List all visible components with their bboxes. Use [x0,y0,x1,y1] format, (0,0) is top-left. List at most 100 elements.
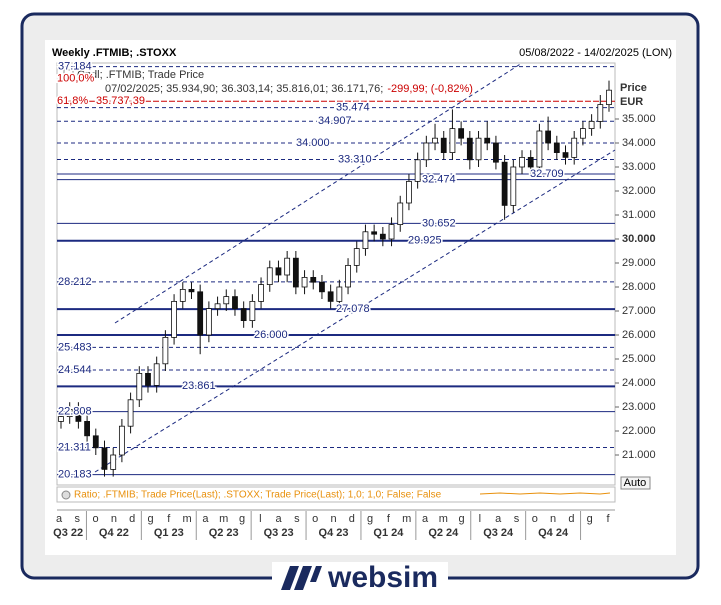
date-range: 05/08/2022 - 14/02/2025 (LON) [519,47,672,59]
candle-body [475,137,482,161]
x-tick-label: m [219,513,228,525]
level-label: 27.078 [336,303,370,315]
x-tick-label: f [606,513,610,525]
auto-label[interactable]: Auto [624,477,647,489]
candle-body [66,408,73,417]
candle-body [510,166,517,206]
candle-body [501,161,508,206]
level-label: 26.000 [254,329,288,341]
ratio-icon [61,490,71,500]
x-tick-label: d [129,513,135,525]
auto-button[interactable] [620,476,651,490]
legend-icon [63,69,74,80]
x-tick-label: g [147,513,153,525]
candle-body [292,257,299,288]
candle-body [371,231,378,235]
candle-body [449,128,456,153]
candle-body [353,248,360,266]
ratio-line [479,492,611,495]
quarter-label: Q3 23 [264,527,294,539]
level-label: 34.907 [318,115,352,127]
level-label: 37.184 [58,60,92,72]
level-label: 33.310 [338,153,372,165]
candle-body [519,156,525,168]
fib-label: 61,8% [57,95,88,107]
quarter-label: Q4 24 [538,527,569,539]
x-tick-label: g [239,513,245,525]
x-tick-label: n [330,513,336,525]
quarter-label: Q4 22 [99,527,129,539]
x-tick-label: g [587,513,593,525]
y-axis-unit: EUR [620,96,643,108]
x-tick-label: g [459,513,465,525]
x-tick-label: a [276,513,283,525]
legend-change: -299,99; (-0,82%) [387,83,473,95]
candle-body [266,267,273,285]
legend-last: 07/02/2025; 35.934,90; 36.303,14; 35.816… [105,83,473,95]
candle-body [275,267,282,276]
candle-body [458,128,465,139]
candle-body [597,104,604,122]
y-tick-label: 28.000 [622,281,656,293]
x-tick-label: m [439,513,448,525]
candle-body [327,291,334,302]
level-label: 24.544 [58,364,92,376]
quarter-label: Q1 23 [154,527,184,539]
quarter-label: Q1 24 [373,527,404,539]
candle-body [336,286,343,302]
level-label: 20.183 [58,469,92,481]
quarter-label: Q2 23 [209,527,239,539]
level-label: 23.861 [182,380,216,392]
level-label: 34.000 [296,137,330,149]
candle-body [571,137,578,158]
candle-body [397,202,404,225]
candle-body [153,363,160,386]
y-tick-label: 29.000 [622,257,656,269]
logo-text: websim [327,561,438,594]
candle-body [179,288,186,302]
x-tick-label: s [75,513,81,525]
x-tick-label: d [568,513,574,525]
y-tick-label: 34.000 [622,137,656,149]
level-label: 32.709 [530,168,564,180]
x-tick-label: f [167,513,171,525]
x-tick-label: o [532,513,538,525]
candle-body [606,89,612,105]
fib-label: 100,0% [57,72,95,84]
candle-body [379,233,386,240]
candle-body [310,276,317,283]
fib-price: 35.737,39 [96,95,145,107]
logo-icon [281,566,322,590]
x-tick-label: a [202,513,209,525]
candle-body [92,435,99,449]
x-tick-label: a [422,513,429,525]
channel-lower [94,149,616,473]
candle-body [580,128,586,139]
x-tick-label: l [259,513,261,525]
y-tick-label: 35.000 [622,113,656,125]
candle-body [527,156,534,168]
candle-body [171,300,177,338]
candle-body [136,372,143,401]
level-label: 32.474 [422,174,456,186]
candle-body [214,303,221,309]
candle-body [232,296,238,309]
level-label: 25.483 [58,341,92,353]
candle-body [197,291,204,336]
candle-body [345,264,351,288]
chart-title: Weekly .FTMIB; .STOXX [52,47,177,59]
y-axis-label: Price [620,82,647,94]
candle-body [432,137,438,144]
candle-body [58,416,64,422]
x-tick-label: d [349,513,355,525]
plot-border [56,62,616,486]
candle-body [553,142,560,153]
candle-body [484,137,491,144]
quarter-label: Q4 23 [319,527,349,539]
candle-body [101,447,108,470]
candle-body [188,288,195,293]
candle-body [162,336,169,365]
level-label: 29.925 [408,235,442,247]
candle-body [127,399,134,427]
